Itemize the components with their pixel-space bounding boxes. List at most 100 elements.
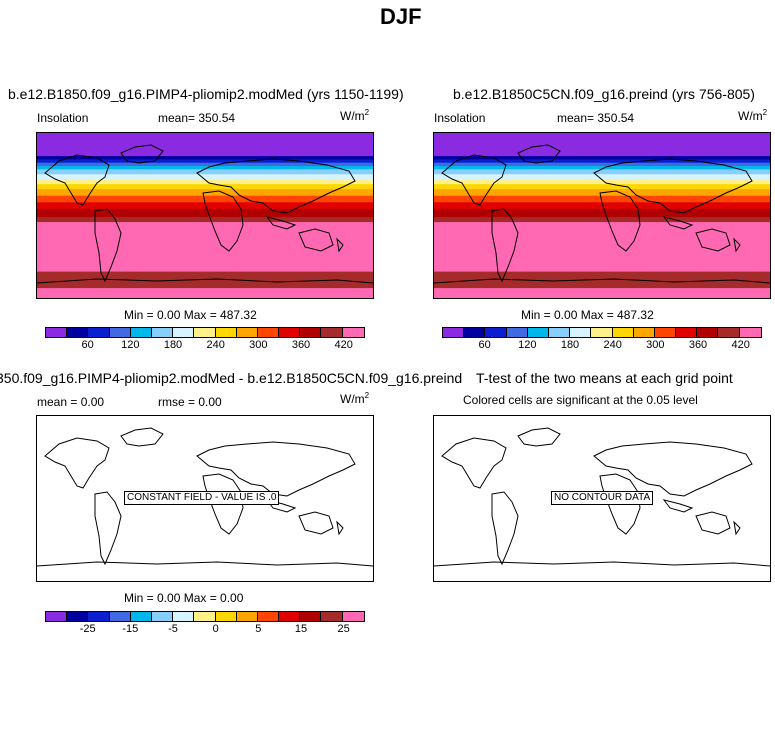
coastline xyxy=(593,158,753,214)
colorbar-tick-label: 120 xyxy=(518,339,537,351)
latitude-band xyxy=(37,217,373,223)
colorbar-swatch xyxy=(88,612,110,621)
panel1-map-svg xyxy=(37,133,373,298)
colorbar-swatch xyxy=(67,328,89,337)
colorbar-tick-label: 15 xyxy=(294,623,308,635)
colorbar-tick-label: 180 xyxy=(163,339,183,351)
colorbar-swatch xyxy=(527,328,549,337)
panel1-mean-label: mean= 350.54 xyxy=(158,111,236,125)
panel2-map-svg xyxy=(434,133,770,298)
colorbar-tick-label: 420 xyxy=(334,339,353,351)
latitude-band xyxy=(37,133,373,157)
colorbar-swatch xyxy=(633,328,655,337)
coastline xyxy=(733,520,741,536)
coastline xyxy=(662,499,694,513)
colorbar-swatch xyxy=(151,328,174,337)
latitude-band xyxy=(434,208,770,218)
coastline xyxy=(733,237,741,253)
latitude-band xyxy=(434,288,770,298)
colorbar-swatch xyxy=(236,612,258,621)
colorbar-swatch xyxy=(506,328,528,337)
latitude-band xyxy=(434,184,770,190)
latitude-band xyxy=(434,174,770,180)
colorbar-swatch xyxy=(342,328,364,337)
colorbar-swatch xyxy=(654,328,677,337)
latitude-band xyxy=(434,166,770,170)
coastline xyxy=(441,437,507,489)
colorbar-swatch xyxy=(130,328,152,337)
latitude-band xyxy=(37,179,373,185)
coastline xyxy=(662,216,694,230)
colorbar-tick-label: 60 xyxy=(81,339,94,351)
colorbar-swatch xyxy=(215,612,237,621)
panel2-units-label: W/m2 xyxy=(738,108,768,123)
colorbar-swatch xyxy=(591,328,613,337)
colorbar-swatch xyxy=(485,328,507,337)
colorbar-swatch xyxy=(697,328,719,337)
colorbar-tick-label: 25 xyxy=(337,623,350,635)
coastline xyxy=(94,208,122,283)
colorbar-swatch xyxy=(300,612,322,621)
panel2-colorbar xyxy=(442,327,762,338)
colorbar-swatch xyxy=(194,328,216,337)
colorbar-swatch xyxy=(46,612,68,621)
panel2-title: b.e12.B1850C5CN.f09_g16.preind (yrs 756-… xyxy=(453,86,755,102)
panel2-minmax-label: Min = 0.00 Max = 487.32 xyxy=(521,308,654,322)
colorbar-swatch xyxy=(443,328,465,337)
colorbar-swatch xyxy=(612,328,634,337)
panel3-minmax-label: Min = 0.00 Max = 0.00 xyxy=(124,591,244,605)
coastline xyxy=(434,278,770,284)
latitude-band xyxy=(434,179,770,185)
panel4-no-contour-note: NO CONTOUR DATA xyxy=(551,491,654,505)
latitude-band xyxy=(37,195,373,203)
coastline xyxy=(695,228,731,252)
colorbar-tick-label: -25 xyxy=(79,623,96,635)
panel2-map xyxy=(433,132,771,299)
latitude-band xyxy=(434,162,770,167)
colorbar-tick-label: -15 xyxy=(122,623,139,635)
latitude-band xyxy=(37,202,373,210)
latitude-band xyxy=(37,159,373,164)
colorbar-swatch xyxy=(151,612,174,621)
coastline xyxy=(196,158,356,214)
colorbar-swatch xyxy=(739,328,761,337)
colorbar-tick-label: 120 xyxy=(121,339,140,351)
panel3-constant-field-note: CONSTANT FIELD - VALUE IS .0 xyxy=(124,491,280,505)
panel3-units-label: W/m2 xyxy=(340,391,370,406)
coastline xyxy=(298,511,334,535)
latitude-band xyxy=(434,222,770,273)
colorbar-swatch xyxy=(257,612,280,621)
coastline xyxy=(44,154,110,206)
colorbar-swatch xyxy=(236,328,258,337)
colorbar-swatch xyxy=(67,612,89,621)
panel1-units-label: W/m2 xyxy=(340,108,370,123)
colorbar-tick-label: -5 xyxy=(168,623,178,635)
latitude-band xyxy=(434,133,770,157)
colorbar-swatch xyxy=(279,328,301,337)
coastline xyxy=(37,561,373,567)
colorbar-swatch xyxy=(130,612,152,621)
colorbar-tick-label: 60 xyxy=(478,339,491,351)
colorbar-swatch xyxy=(194,612,216,621)
colorbar-tick-label: 360 xyxy=(291,339,311,351)
coastline xyxy=(695,511,731,535)
panel3-colorbar xyxy=(45,611,365,622)
colorbar-tick-label: 300 xyxy=(646,339,665,351)
latitude-band xyxy=(37,222,373,273)
coastline xyxy=(37,278,373,284)
coastline xyxy=(265,499,297,513)
latitude-band xyxy=(434,202,770,210)
panel4-map: NO CONTOUR DATA xyxy=(433,415,771,582)
colorbar-swatch xyxy=(88,328,110,337)
colorbar-tick-label: 360 xyxy=(688,339,708,351)
latitude-band xyxy=(37,162,373,167)
coastline xyxy=(336,237,344,253)
colorbar-swatch xyxy=(173,328,195,337)
colorbar-swatch xyxy=(257,328,280,337)
latitude-band xyxy=(37,169,373,175)
colorbar-swatch xyxy=(464,328,486,337)
coastline xyxy=(593,441,753,497)
latitude-band xyxy=(37,271,373,289)
colorbar-swatch xyxy=(279,612,301,621)
coastline xyxy=(491,208,519,283)
